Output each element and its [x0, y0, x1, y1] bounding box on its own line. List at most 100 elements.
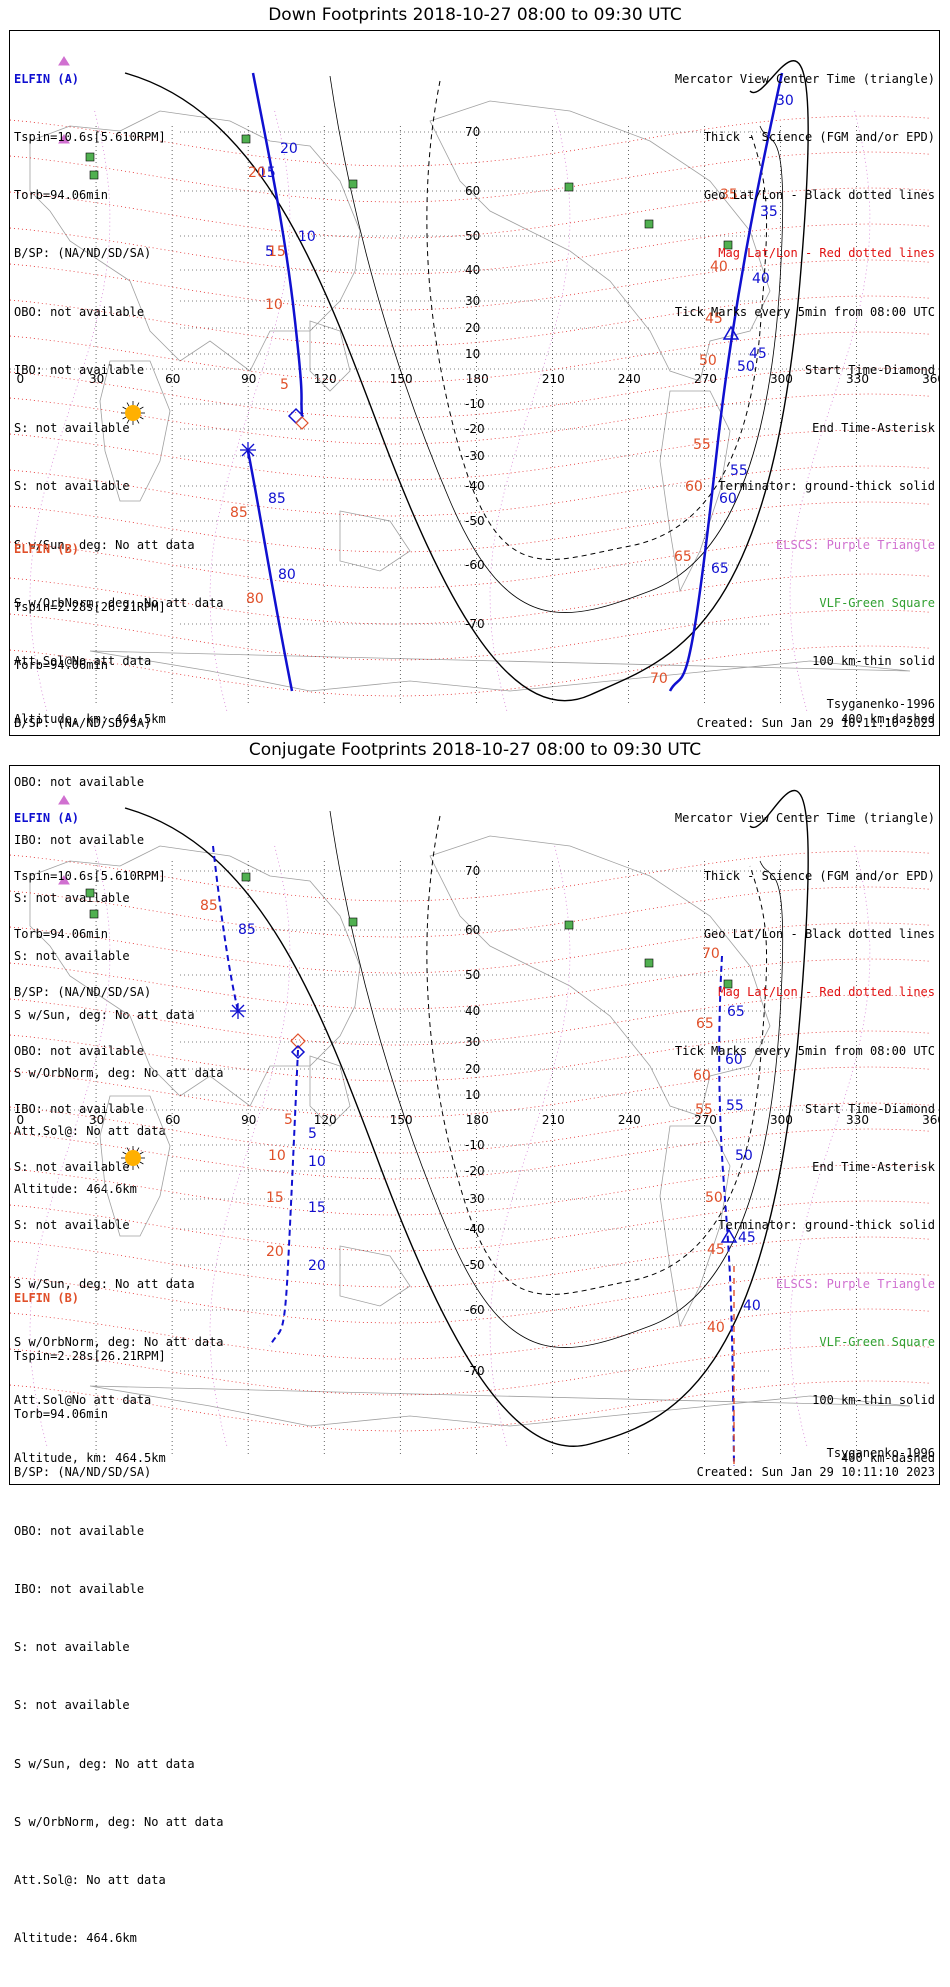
info-b-line: Torb=94.06min [14, 1407, 108, 1422]
mag-tick-label: 35 [720, 187, 738, 203]
coastline [89, 1385, 911, 1427]
info-a-line: OBO: not available [14, 1043, 145, 1058]
contour-100km [329, 75, 784, 614]
mag-parallel [10, 1128, 931, 1180]
elfin-b-track [246, 450, 294, 692]
terminator [124, 789, 809, 1447]
mag-parallel [10, 1380, 931, 1432]
coastline [339, 510, 411, 572]
legend-line: Mercator View Center Time (triangle) [674, 810, 935, 825]
info-a-line: S: not available [14, 479, 130, 494]
mag-tick-label: 5 [280, 377, 289, 393]
track-b-tick-label: 80 [278, 567, 296, 583]
lon-tick-label: 30 [89, 372, 104, 386]
panel-title-down: Down Footprints 2018-10-27 08:00 to 09:3… [268, 5, 682, 25]
track-a-tick-label: 10 [298, 229, 316, 245]
elfin-b-label: ELFIN (B) [14, 541, 80, 556]
mag-parallel [10, 922, 931, 974]
lon-tick-label: 0 [17, 1113, 25, 1127]
info-a-line: S: not available [14, 421, 130, 436]
track-a-tick-label: 30 [776, 93, 794, 109]
info-a-line: S: not available [14, 1160, 130, 1175]
track-b-tick-label: 85 [238, 922, 256, 938]
mag-meridian [489, 110, 571, 712]
info-b-line: S: not available [14, 949, 130, 964]
mag-tick-label: 20 [248, 165, 266, 181]
mag-tick-label: 45 [705, 311, 723, 327]
mag-parallel [10, 295, 931, 347]
info-a-line: S: not available [14, 1218, 130, 1233]
elfin-b-info: ELFIN (B) Tspin=2.28s[26.21RPM] Torb=94.… [14, 501, 224, 1238]
elscs-triangle [58, 795, 70, 805]
lon-tick-label: 210 [542, 1113, 565, 1127]
lon-tick-label: 240 [618, 1113, 641, 1127]
info-b-line: IBO: not available [14, 1581, 145, 1596]
vlf-square [723, 979, 733, 989]
mag-tick-label: 85 [230, 505, 248, 521]
legend-line: VLF-Green Square [819, 1334, 935, 1349]
mag-tick-label: 50 [705, 1190, 723, 1206]
elfin-a-track-east [718, 955, 735, 1467]
lat-tick-label: -50 [465, 1258, 485, 1272]
lat-tick-label: 30 [465, 1035, 480, 1049]
info-a-line: Torb=94.06min [14, 927, 108, 942]
track-b-tick-label: 85 [268, 491, 286, 507]
lon-tick-label: 120 [314, 372, 337, 386]
track-a-tick-label: 45 [738, 1230, 756, 1246]
coastline [339, 1245, 411, 1307]
coastline [309, 320, 351, 392]
mag-parallel [10, 850, 931, 902]
info-a-line: S w/Sun, deg: No att data [14, 1276, 195, 1291]
track-a-tick-label: 20 [308, 1258, 326, 1274]
lat-tick-label: 70 [465, 864, 480, 878]
contour-400km [426, 80, 768, 560]
mag-parallel [10, 958, 931, 1010]
legend-line: Tick Marks every 5min from 08:00 UTC [674, 304, 935, 319]
lon-tick-label: 0 [17, 372, 25, 386]
info-b-line: B/SP: (NA/ND/SD/SA) [14, 1465, 152, 1480]
sun-icon [125, 405, 141, 421]
info-b-line: S w/Sun, deg: No att data [14, 1756, 195, 1771]
elfin-a-track-east [668, 72, 784, 692]
mag-parallel [10, 1102, 931, 1154]
mag-tick-label: 50 [699, 353, 717, 369]
created-label: Created: Sun Jan 29 10:11:10 2023 [696, 716, 935, 731]
track-a-tick-label: 40 [752, 271, 770, 287]
lat-tick-label: -70 [465, 617, 485, 631]
legend-line: Mercator View Center Time (triangle) [674, 71, 935, 86]
mag-tick-label: 65 [696, 1016, 714, 1032]
lon-tick-label: 180 [466, 372, 489, 386]
elfin-b-track [212, 845, 239, 1012]
legend-line: End Time-Asterisk [812, 421, 935, 436]
info-a-line: OBO: not available [14, 304, 145, 319]
mag-parallel [10, 645, 931, 697]
mag-parallel [10, 1030, 931, 1082]
info-a-line: Altitude, km: 464.5km [14, 1451, 166, 1466]
info-a-line: S w/OrbNorm, deg: No att data [14, 595, 224, 610]
info-b-line: Torb=94.06min [14, 658, 108, 673]
terminator [124, 60, 809, 702]
down-map: 0 30 60 90 120 150 180 210 240 270 300 330 360 70 60 50… [10, 56, 939, 712]
mag-tick-label: 70 [702, 946, 720, 962]
mag-parallel [10, 886, 931, 938]
lat-tick-label: 10 [465, 347, 480, 361]
lat-tick-label: 70 [465, 125, 480, 139]
vlf-square [89, 170, 99, 180]
info-a-line: Att.Sol@No att data [14, 1393, 152, 1407]
model-label: Tsyganenko-1996 [826, 697, 935, 711]
track-a-tick-label: 5 [265, 244, 274, 260]
info-a-line: B/SP: (NA/ND/SD/SA) [14, 246, 152, 261]
mag-tick-label: 15 [266, 1190, 284, 1206]
down-footprints-panel: 0306090120150180210240270300330360706050… [9, 30, 940, 1196]
lon-tick-label: 330 [846, 1113, 869, 1127]
vlf-square [85, 888, 95, 898]
mag-parallel [10, 1236, 931, 1288]
lat-tick-label: 20 [465, 321, 480, 335]
mag-tick-label: 10 [268, 1148, 286, 1164]
coastline [309, 1055, 351, 1127]
mag-tick-label: 60 [685, 479, 703, 495]
mag-parallel [10, 465, 931, 517]
mag-parallel [10, 331, 931, 383]
track-a-tick-label: 50 [737, 359, 755, 375]
coastline [659, 390, 731, 593]
